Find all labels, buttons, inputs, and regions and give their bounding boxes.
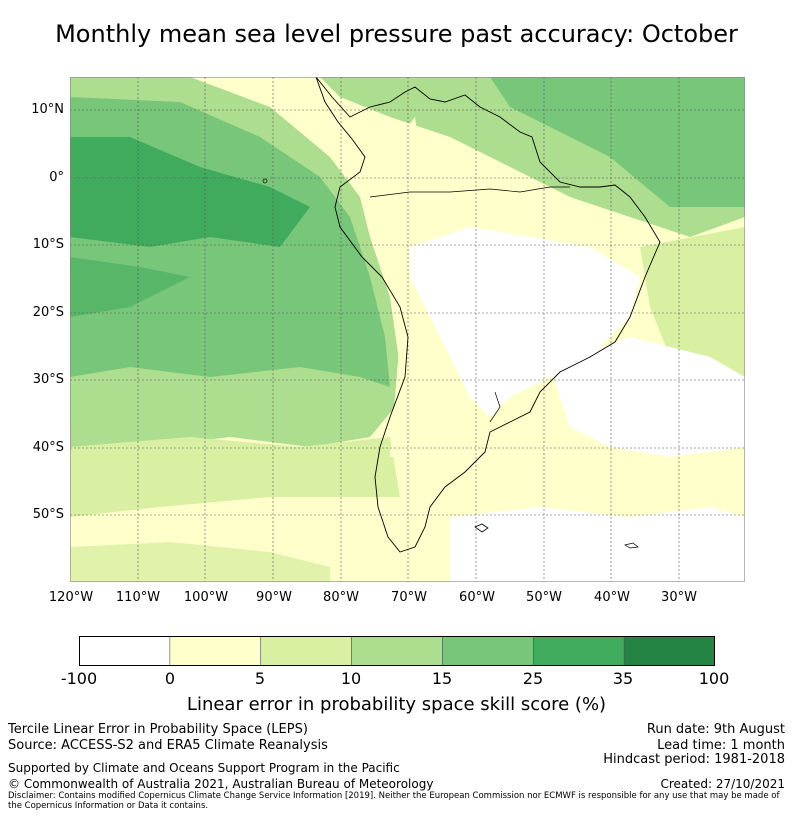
footer-run-date: Run date: 9th August bbox=[646, 722, 785, 737]
colorbar-swatch bbox=[532, 636, 625, 666]
colorbar-swatch bbox=[351, 636, 443, 666]
footer-support: Supported by Climate and Oceans Support … bbox=[8, 761, 400, 775]
lat-label-40s: 40°S bbox=[32, 440, 64, 455]
colorbar-swatch bbox=[442, 636, 534, 666]
south-america-coastline bbox=[315, 77, 661, 553]
pacific-band-dark bbox=[70, 137, 310, 247]
colorbar-svg bbox=[79, 636, 715, 666]
footer-created: Created: 27/10/2021 bbox=[660, 777, 785, 791]
colorbar-swatch bbox=[623, 636, 715, 666]
lat-label-30s: 30°S bbox=[32, 372, 64, 387]
colorbar-tick: 15 bbox=[431, 669, 453, 688]
colorbar-swatch bbox=[260, 636, 352, 666]
footer-hindcast: Hindcast period: 1981-2018 bbox=[603, 752, 785, 767]
lon-label-120w: 120°W bbox=[48, 590, 94, 605]
colorbar-swatch bbox=[169, 636, 262, 666]
lon-label-90w: 90°W bbox=[256, 590, 292, 605]
la-plata-river bbox=[489, 391, 501, 423]
lon-label-70w: 70°W bbox=[391, 590, 427, 605]
footer-source: Source: ACCESS-S2 and ERA5 Climate Reana… bbox=[8, 738, 328, 753]
skill-map bbox=[70, 77, 745, 582]
falkland-islands bbox=[474, 523, 489, 533]
colorbar-tick: 5 bbox=[254, 669, 266, 688]
atlantic-tropical-band bbox=[610, 147, 745, 207]
andes-strip bbox=[385, 117, 420, 457]
pacific-patch bbox=[70, 257, 190, 317]
colorbar-tick: 0 bbox=[164, 669, 176, 688]
footer-lead-time: Lead time: 1 month bbox=[657, 738, 785, 753]
lon-label-30w: 30°W bbox=[661, 590, 697, 605]
lon-label-50w: 50°W bbox=[526, 590, 562, 605]
lat-label-20s: 20°S bbox=[32, 305, 64, 320]
lon-label-80w: 80°W bbox=[323, 590, 359, 605]
amazon-river bbox=[369, 186, 570, 198]
southern-band bbox=[70, 437, 400, 517]
colorbar-tick: 100 bbox=[698, 669, 730, 688]
atlantic-south-low-skill bbox=[550, 337, 745, 457]
lon-label-100w: 100°W bbox=[183, 590, 229, 605]
colorbar bbox=[79, 636, 715, 666]
colorbar-swatch bbox=[79, 636, 171, 666]
colorbar-frame bbox=[79, 636, 715, 666]
interior-low-skill bbox=[410, 227, 640, 417]
footer-copyright: © Commonwealth of Australia 2021, Austra… bbox=[8, 777, 434, 791]
gridlines bbox=[70, 77, 745, 582]
lat-label-50s: 50°S bbox=[32, 507, 64, 522]
galapagos-islands bbox=[262, 178, 268, 184]
footer-disclaimer: Disclaimer: Contains modified Copernicus… bbox=[8, 791, 780, 811]
chart-title: Monthly mean sea level pressure past acc… bbox=[55, 20, 738, 48]
skill-map-svg bbox=[70, 77, 745, 582]
southern-atlantic-low-skill bbox=[450, 507, 745, 582]
lat-label-10s: 10°S bbox=[32, 237, 64, 252]
colorbar-tick: 25 bbox=[522, 669, 544, 688]
colorbar-tick: -100 bbox=[60, 669, 98, 688]
footer-method: Tercile Linear Error in Probability Spac… bbox=[8, 722, 308, 737]
south-georgia-island bbox=[624, 542, 639, 549]
map-frame bbox=[70, 77, 745, 582]
colorbar-label: Linear error in probability space skill … bbox=[186, 694, 607, 715]
lat-label-10n: 10°N bbox=[31, 102, 64, 117]
colorbar-tick: 10 bbox=[340, 669, 362, 688]
southern-edge bbox=[70, 542, 330, 582]
colorbar-tick: 35 bbox=[612, 669, 634, 688]
lon-label-40w: 40°W bbox=[594, 590, 630, 605]
lat-label-0: 0° bbox=[49, 170, 64, 185]
lon-label-60w: 60°W bbox=[459, 590, 495, 605]
lon-label-110w: 110°W bbox=[115, 590, 161, 605]
